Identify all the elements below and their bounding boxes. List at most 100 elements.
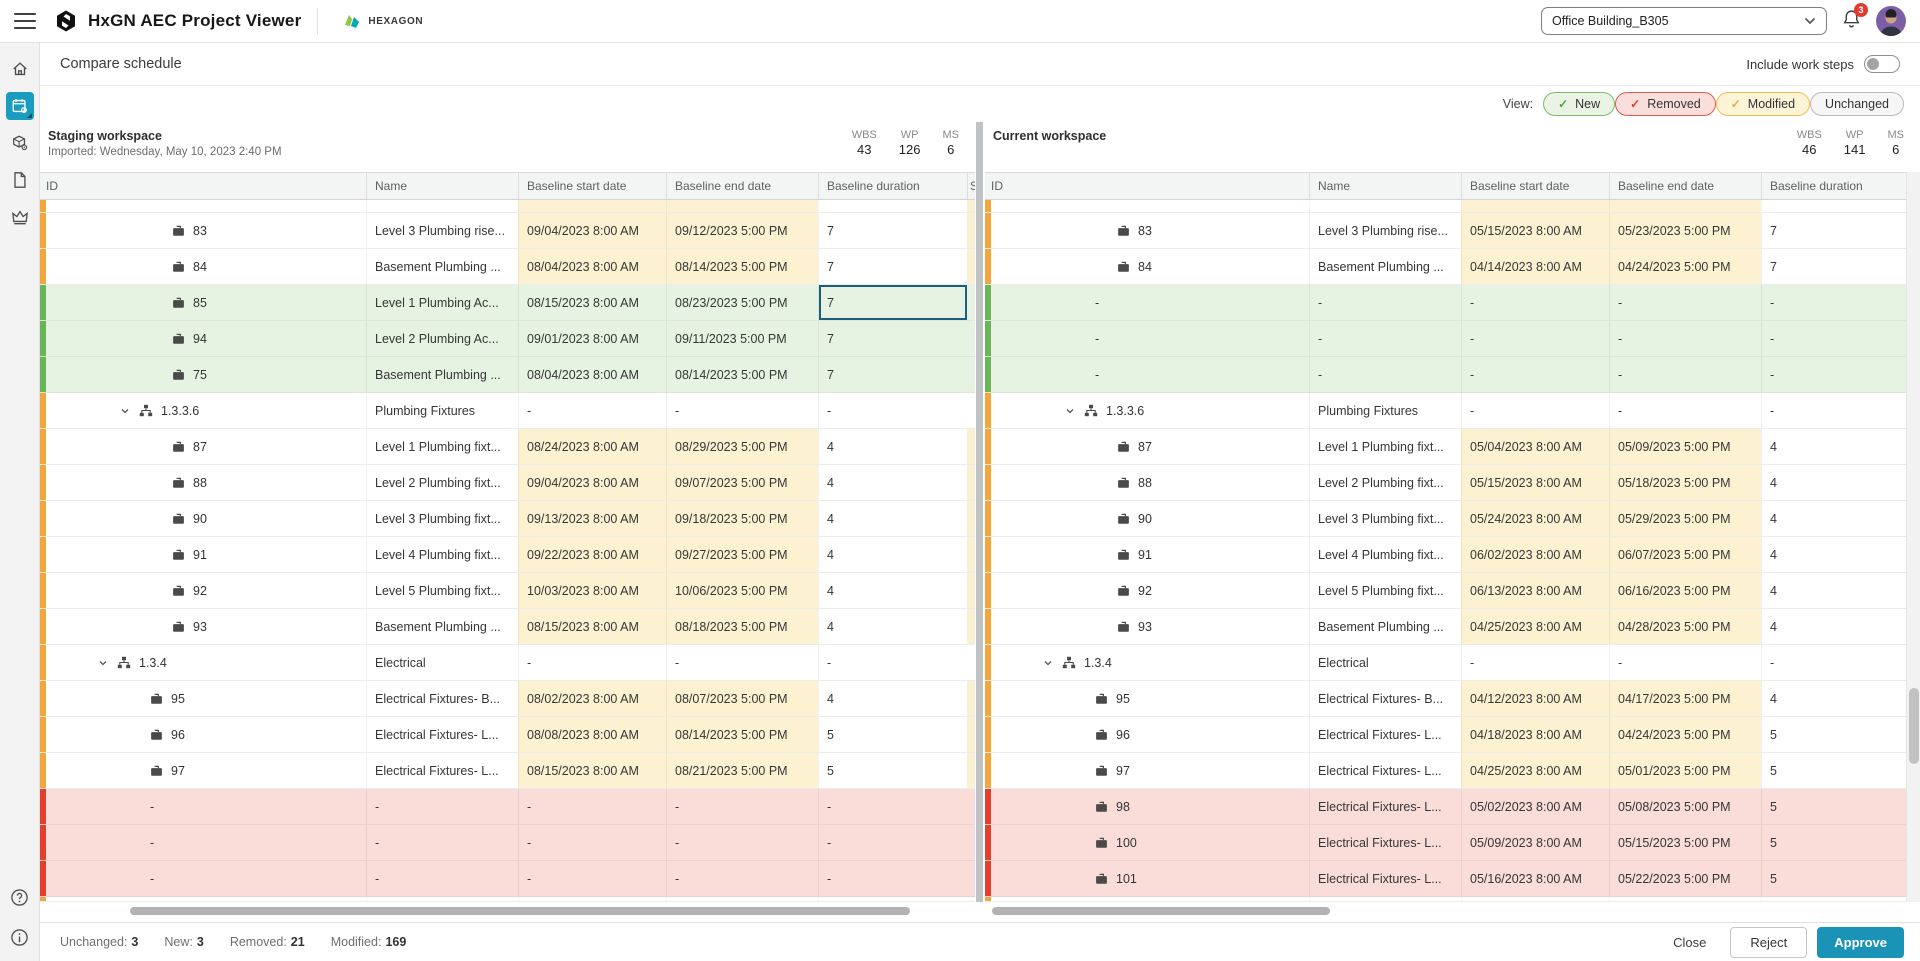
- id-cell: 83: [991, 213, 1309, 248]
- table-row[interactable]: 88Level 2 Plumbing fixt...09/04/2023 8:0…: [40, 465, 975, 501]
- cell-text: Basement Plumbing ...: [1318, 260, 1444, 274]
- table-row[interactable]: 1.3.3.6Plumbing Fixtures---: [40, 393, 975, 429]
- table-row[interactable]: 75Basement Plumbing ...08/04/2023 8:00 A…: [40, 357, 975, 393]
- cell-text: 10/06/2023 5:00 PM: [675, 584, 788, 598]
- table-row[interactable]: 90Level 3 Plumbing fixt...05/24/2023 8:0…: [985, 501, 1920, 537]
- table-row[interactable]: 101Electrical Fixtures- L...05/16/2023 8…: [985, 861, 1920, 897]
- table-cell: Plumbing Fixtures: [1309, 393, 1461, 428]
- cell-text: 04/17/2023 5:00 PM: [1618, 692, 1731, 706]
- sidebar-item-documents[interactable]: [6, 166, 34, 194]
- current-stats: WBS46WP141MS6: [1797, 129, 1910, 157]
- current-horizontal-scrollbar[interactable]: [985, 902, 1920, 922]
- table-row[interactable]: 88Level 2 Plumbing fixt...05/15/2023 8:0…: [985, 465, 1920, 501]
- id-cell: 92: [991, 573, 1309, 608]
- table-row[interactable]: 84Basement Plumbing ...08/04/2023 8:00 A…: [40, 249, 975, 285]
- table-row[interactable]: 95Electrical Fixtures- B...04/12/2023 8:…: [985, 681, 1920, 717]
- table-row[interactable]: -----: [985, 321, 1920, 357]
- table-cell[interactable]: 7: [818, 285, 967, 320]
- table-cell: Level 5 Plumbing fixt...: [1309, 573, 1461, 608]
- table-cell: -: [1609, 321, 1761, 356]
- change-counts: Unchanged:3New:3Removed:21Modified:169: [60, 935, 406, 949]
- table-row[interactable]: 91Level 4 Plumbing fixt...09/22/2023 8:0…: [40, 537, 975, 573]
- staging-horizontal-scrollbar[interactable]: [40, 902, 975, 922]
- table-cell: 04/25/2023 8:00 AM: [1461, 753, 1609, 788]
- table-row[interactable]: 94Level 2 Plumbing Ac...09/01/2023 8:00 …: [40, 321, 975, 357]
- filter-unchanged[interactable]: Unchanged: [1810, 92, 1904, 116]
- notifications-button[interactable]: 3: [1841, 8, 1862, 35]
- cell-text: 09/01/2023 8:00 AM: [527, 332, 639, 346]
- table-row[interactable]: 91Level 4 Plumbing fixt...06/02/2023 8:0…: [985, 537, 1920, 573]
- table-row[interactable]: 87Level 1 Plumbing fixt...08/24/2023 8:0…: [40, 429, 975, 465]
- cell-text: 5: [1770, 800, 1777, 814]
- table-row[interactable]: 93Basement Plumbing ...08/15/2023 8:00 A…: [40, 609, 975, 645]
- vertical-scrollbar[interactable]: [1906, 172, 1920, 902]
- sidebar-item-schedule[interactable]: [6, 92, 34, 120]
- row-id: 1.3.4: [1084, 656, 1112, 670]
- approve-button[interactable]: Approve: [1817, 927, 1904, 958]
- id-cell: 96: [991, 717, 1309, 752]
- table-row[interactable]: -----: [40, 789, 975, 825]
- help-button[interactable]: [6, 883, 34, 911]
- count-new: New:3: [164, 935, 203, 949]
- table-row[interactable]: 97Electrical Fixtures- L...04/25/2023 8:…: [985, 753, 1920, 789]
- table-row[interactable]: 98Electrical Fixtures- L...05/02/2023 8:…: [985, 789, 1920, 825]
- project-selector[interactable]: Office Building_B305: [1541, 7, 1827, 35]
- include-work-steps-toggle[interactable]: [1864, 55, 1900, 73]
- table-row[interactable]: 90Level 3 Plumbing fixt...09/13/2023 8:0…: [40, 501, 975, 537]
- chevron-down-icon[interactable]: [1043, 658, 1053, 668]
- table-row[interactable]: 95Electrical Fixtures- B...08/02/2023 8:…: [40, 681, 975, 717]
- stat-value: 141: [1844, 142, 1866, 157]
- table-row[interactable]: 92Level 5 Plumbing fixt...06/13/2023 8:0…: [985, 573, 1920, 609]
- table-cell: Level 2 Plumbing fixt...: [1309, 465, 1461, 500]
- sidebar-item-model[interactable]: [6, 129, 34, 157]
- info-button[interactable]: [6, 923, 34, 951]
- chevron-down-icon[interactable]: [1065, 406, 1075, 416]
- row-id: 1.3.4: [139, 656, 167, 670]
- table-row[interactable]: 85Level 1 Plumbing Ac...08/15/2023 8:00 …: [40, 285, 975, 321]
- table-cell: [1761, 897, 1906, 901]
- scrollbar-thumb[interactable]: [130, 907, 910, 915]
- filter-removed[interactable]: ✓Removed: [1615, 92, 1716, 116]
- scrollbar-thumb[interactable]: [992, 907, 1330, 915]
- table-row[interactable]: 84Basement Plumbing ...04/14/2023 8:00 A…: [985, 249, 1920, 285]
- table-row[interactable]: 1.3.3.6Plumbing Fixtures---: [985, 393, 1920, 429]
- table-row[interactable]: 1.3.4Electrical---: [40, 645, 975, 681]
- table-cell: 4: [1761, 501, 1906, 536]
- cell-text: 4: [827, 692, 834, 706]
- filter-modified[interactable]: ✓Modified: [1716, 92, 1810, 116]
- table-row[interactable]: -----: [985, 357, 1920, 393]
- cell-text: Plumbing Fixtures: [375, 404, 475, 418]
- scrollbar-thumb[interactable]: [1909, 688, 1919, 764]
- table-row[interactable]: -----: [40, 825, 975, 861]
- row-id: -: [150, 872, 154, 886]
- chevron-down-icon[interactable]: [120, 406, 130, 416]
- chevron-down-icon[interactable]: [98, 658, 108, 668]
- sidebar-item-home[interactable]: [6, 55, 34, 83]
- user-avatar[interactable]: [1876, 6, 1906, 36]
- table-row[interactable]: 1.3.4Electrical---: [985, 645, 1920, 681]
- table-row[interactable]: 87Level 1 Plumbing fixt...05/04/2023 8:0…: [985, 429, 1920, 465]
- filter-new[interactable]: ✓New: [1543, 92, 1615, 116]
- briefcase-icon: [1117, 548, 1130, 561]
- table-row[interactable]: 83Level 3 Plumbing rise...09/04/2023 8:0…: [40, 213, 975, 249]
- row-id: 85: [193, 296, 207, 310]
- cell-text: 4: [1770, 440, 1777, 454]
- table-row[interactable]: -----: [40, 861, 975, 897]
- row-id: 91: [1138, 548, 1152, 562]
- id-cell: 93: [991, 609, 1309, 644]
- table-row[interactable]: 93Basement Plumbing ...04/25/2023 8:00 A…: [985, 609, 1920, 645]
- table-row[interactable]: 92Level 5 Plumbing fixt...10/03/2023 8:0…: [40, 573, 975, 609]
- table-row[interactable]: 83Level 3 Plumbing rise...05/15/2023 8:0…: [985, 213, 1920, 249]
- table-row[interactable]: 96Electrical Fixtures- L...08/08/2023 8:…: [40, 717, 975, 753]
- table-row[interactable]: 96Electrical Fixtures- L...04/18/2023 8:…: [985, 717, 1920, 753]
- table-cell: 08/18/2023 5:00 PM: [666, 609, 818, 644]
- hamburger-menu-icon[interactable]: [14, 13, 36, 29]
- briefcase-icon: [1117, 260, 1130, 273]
- table-row[interactable]: 97Electrical Fixtures- L...08/15/2023 8:…: [40, 753, 975, 789]
- briefcase-icon: [1117, 440, 1130, 453]
- table-row[interactable]: 100Electrical Fixtures- L...05/09/2023 8…: [985, 825, 1920, 861]
- reject-button[interactable]: Reject: [1730, 927, 1807, 958]
- close-button[interactable]: Close: [1659, 928, 1720, 957]
- sidebar-item-favorites[interactable]: [6, 203, 34, 231]
- table-row[interactable]: -----: [985, 285, 1920, 321]
